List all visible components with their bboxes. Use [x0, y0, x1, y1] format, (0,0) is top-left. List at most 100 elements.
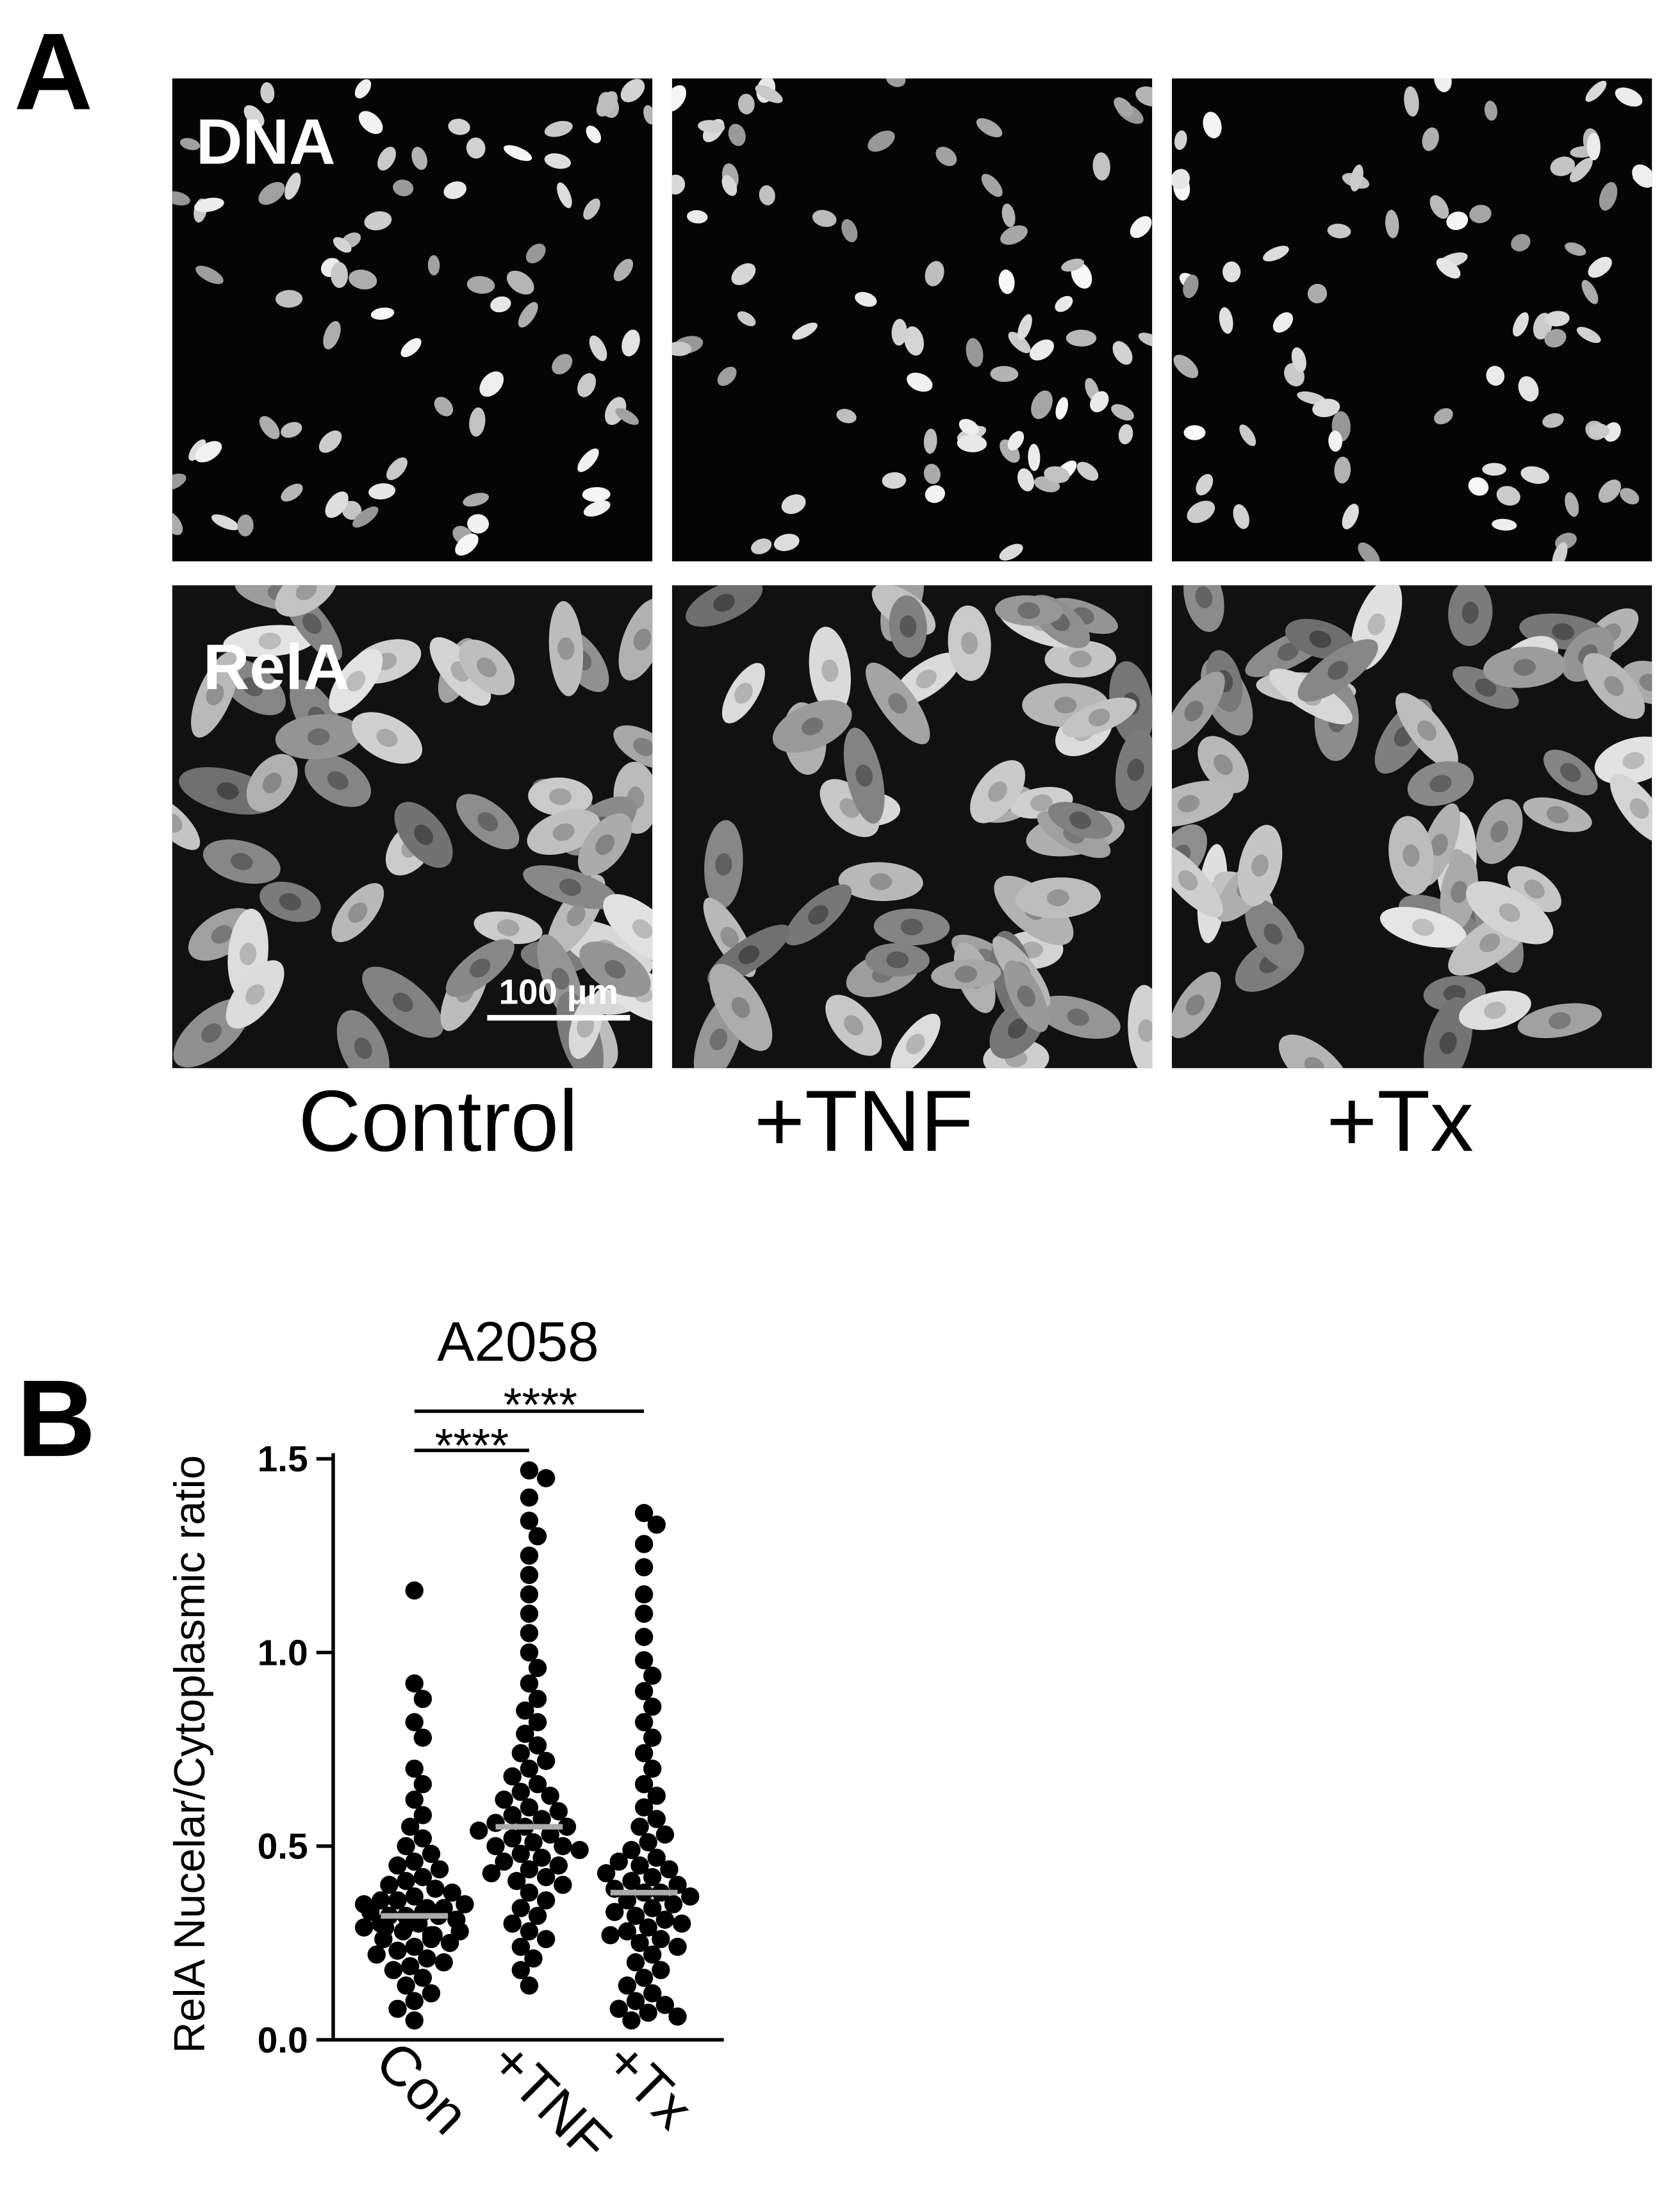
data-point — [634, 1744, 654, 1763]
nucleus — [907, 372, 933, 392]
nucleus — [1350, 164, 1363, 192]
nucleus — [466, 137, 486, 159]
data-point — [354, 1918, 374, 1937]
cell-nucleus — [201, 1023, 222, 1043]
nucleus — [976, 118, 1003, 138]
data-point — [520, 1976, 539, 1995]
micrograph — [1171, 78, 1652, 562]
data-point — [639, 2003, 657, 2022]
nucleus — [1565, 242, 1586, 256]
nucleus — [323, 320, 341, 350]
nucleus — [1183, 425, 1206, 440]
data-point — [401, 1817, 420, 1836]
nucleus — [990, 366, 1019, 382]
cell-nucleus — [470, 958, 491, 978]
data-point — [413, 1829, 432, 1848]
data-point — [388, 1941, 407, 1960]
cell-nucleus — [477, 657, 497, 677]
nucleus — [1446, 211, 1469, 231]
data-point — [536, 1891, 556, 1910]
cell-nucleus — [633, 738, 653, 756]
data-point — [647, 1787, 666, 1805]
data-point — [520, 1759, 539, 1778]
cell-nucleus — [1069, 650, 1092, 668]
nucleus — [1482, 463, 1506, 476]
data-point — [520, 1566, 539, 1585]
data-point — [520, 1488, 539, 1507]
cell-nucleus — [900, 918, 923, 936]
data-point — [643, 1698, 662, 1716]
column-label: +TNF — [754, 1072, 973, 1169]
nucleus — [643, 105, 653, 125]
data-point — [524, 1833, 543, 1852]
cell-nucleus — [392, 992, 413, 1012]
nucleus — [467, 514, 490, 534]
data-point — [634, 1682, 654, 1701]
data-point — [516, 1701, 534, 1720]
cell-nucleus — [801, 717, 823, 736]
cell-nucleus — [206, 683, 224, 706]
nucleus — [957, 434, 987, 452]
data-point — [470, 1821, 488, 1840]
data-point — [557, 1817, 577, 1836]
cell-nucleus — [1462, 601, 1479, 624]
data-point — [630, 1856, 649, 1875]
data-point — [554, 1837, 572, 1856]
nucleus — [195, 441, 222, 463]
nucleus — [1327, 224, 1351, 238]
data-point — [511, 1744, 531, 1763]
column-label: Control — [299, 1072, 579, 1169]
data-point — [507, 1872, 526, 1890]
cell-nucleus — [348, 902, 368, 923]
nucleus — [836, 409, 857, 424]
cell-nucleus — [1524, 879, 1545, 899]
cell-nucleus — [905, 1034, 925, 1055]
cell-nucleus — [1214, 754, 1233, 775]
nucleus — [469, 407, 486, 437]
data-point — [520, 1461, 539, 1480]
nucleus — [1588, 423, 1610, 439]
cell-nucleus — [720, 927, 739, 948]
cell-nucleus — [1451, 880, 1468, 904]
cell-nucleus — [346, 670, 366, 691]
data-point — [652, 1961, 670, 1979]
nucleus — [1436, 258, 1461, 279]
cell-nucleus — [566, 905, 586, 927]
nucleus — [377, 146, 396, 171]
data-point — [516, 1724, 534, 1743]
data-point — [511, 1783, 531, 1801]
nucleus — [518, 302, 538, 328]
data-point — [367, 1945, 386, 1964]
cell-nucleus — [1184, 700, 1204, 722]
nucleus — [1434, 78, 1452, 92]
data-point — [622, 1840, 641, 1860]
significance-label: **** — [435, 1419, 509, 1472]
nucleus — [891, 318, 907, 346]
cell-nucleus — [239, 943, 257, 966]
nucleus — [1520, 466, 1549, 484]
nucleus — [370, 307, 395, 320]
nucleus — [1223, 261, 1241, 283]
nucleus — [1603, 422, 1621, 442]
data-point — [413, 1690, 432, 1708]
cell-nucleus — [821, 659, 839, 682]
data-point — [528, 1690, 547, 1708]
nucleus — [731, 263, 756, 285]
cell-nucleus — [869, 873, 893, 890]
data-point — [482, 1864, 501, 1883]
nucleus — [935, 146, 957, 167]
data-point — [520, 1674, 539, 1693]
nucleus — [1219, 307, 1233, 334]
nucleus — [687, 210, 708, 224]
data-point — [405, 2011, 424, 2030]
cell-nucleus — [1127, 758, 1144, 781]
nucleus — [448, 119, 470, 135]
nucleus — [613, 258, 634, 281]
data-point — [511, 1937, 531, 1956]
data-point — [405, 1674, 424, 1693]
data-point — [541, 1825, 559, 1844]
cell-nucleus — [1560, 763, 1581, 782]
nucleus — [1183, 274, 1199, 299]
cell-nucleus — [262, 772, 282, 793]
